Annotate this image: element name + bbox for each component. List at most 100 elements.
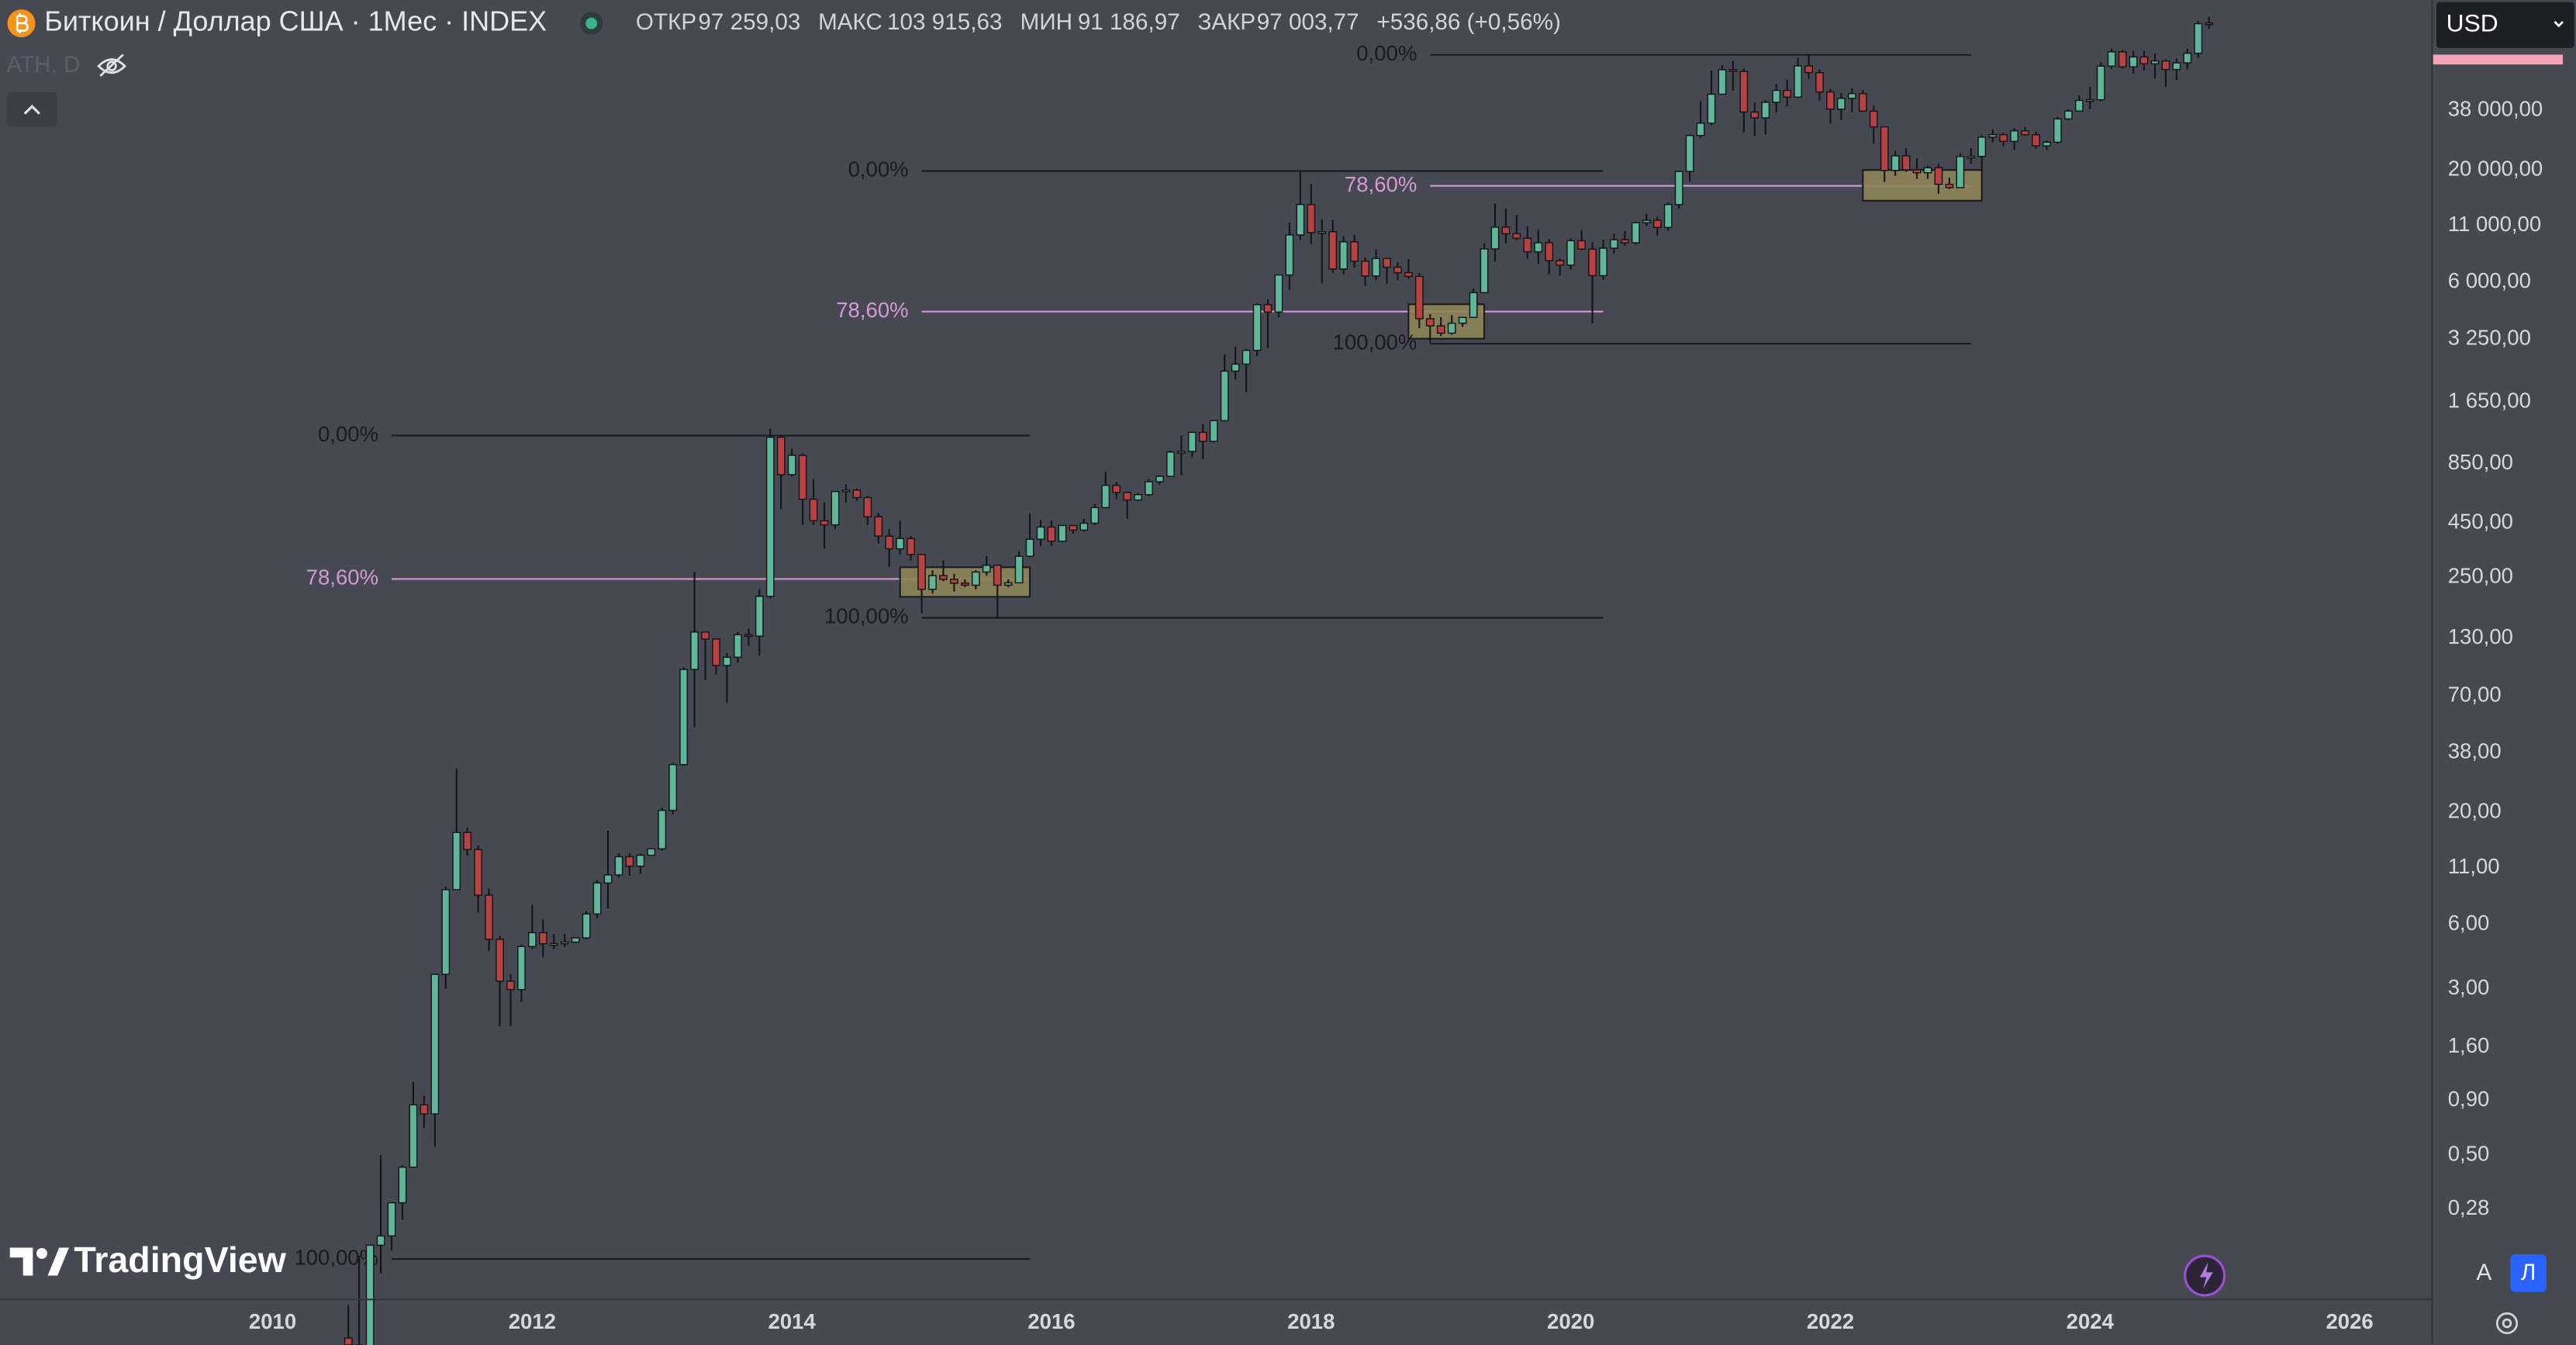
candle-body (765, 436, 775, 597)
ohlc-label: ОТКР (636, 9, 696, 35)
candle-body (1069, 524, 1078, 531)
candle-body (712, 638, 720, 666)
candle-body (571, 937, 580, 943)
candle-body (2107, 51, 2116, 67)
candle-body (1545, 242, 1554, 261)
candle-body (1739, 71, 1749, 113)
auto-scale-button[interactable]: A (2476, 1260, 2491, 1285)
candle-body (874, 516, 883, 537)
y-tick-label: 0,50 (2448, 1142, 2490, 1166)
candle-body (1414, 275, 1424, 320)
fib-level-label: 78,60% (836, 298, 908, 322)
candle-body (2118, 51, 2127, 67)
candle-body (647, 848, 656, 856)
candle-body (2096, 65, 2105, 101)
candle-body (1815, 71, 1824, 93)
hide-indicator-icon[interactable] (97, 54, 126, 77)
log-scale-button[interactable]: Л (2521, 1260, 2536, 1285)
coin-glyph (16, 13, 29, 33)
candle-body (830, 490, 840, 526)
candle-body (679, 669, 689, 766)
collapse-button[interactable] (6, 92, 58, 127)
fib-level-label: 100,00% (824, 604, 909, 628)
candle-body (1036, 526, 1045, 540)
candle-body (2085, 99, 2094, 102)
candle-body (365, 1244, 375, 1345)
candle-body (1166, 451, 1175, 477)
candle-body (2194, 22, 2203, 54)
log-scale-button-bg[interactable] (2510, 1253, 2547, 1292)
candle-body (1220, 370, 1229, 422)
y-tick-label: 0,28 (2448, 1195, 2490, 1219)
x-tick-label: 2012 (509, 1309, 556, 1333)
candle-body (1663, 203, 1673, 229)
ohlc-value: 103 915,63 (887, 9, 1002, 35)
candle-body (420, 1104, 429, 1115)
candle-body (1263, 304, 1272, 313)
candle-body (1307, 203, 1316, 233)
candle-body (1177, 451, 1186, 454)
candle-body (1123, 492, 1132, 501)
candle-body (820, 520, 829, 526)
candle-body (1988, 133, 1998, 138)
candle-body (506, 980, 515, 991)
candle-body (1631, 222, 1640, 244)
candle-body (1047, 526, 1056, 542)
candle-body (387, 1202, 396, 1237)
y-tick-label: 20,00 (2448, 798, 2502, 822)
currency-select[interactable] (2436, 2, 2574, 48)
candle-body (1198, 431, 1207, 442)
candle-body (1880, 126, 1889, 171)
candle-body (1783, 89, 1792, 98)
candle-body (614, 856, 623, 876)
y-tick-label: 3 250,00 (2448, 325, 2531, 349)
candle-body (1014, 555, 1024, 584)
candle-body (430, 973, 440, 1115)
candle-body (776, 436, 786, 475)
candle-body (2129, 56, 2138, 67)
candle-body (798, 455, 807, 500)
candle-body (668, 763, 678, 811)
candle-body (474, 849, 483, 896)
candle-body (1891, 155, 1900, 171)
candle-body (1945, 183, 1954, 188)
settings-icon[interactable] (2495, 1312, 2519, 1335)
candle-body (1772, 89, 1781, 103)
candle-body (1209, 420, 1218, 442)
candle-body (2150, 60, 2160, 64)
symbol-title[interactable]: Биткоин / Доллар США · 1Мес · INDEX (44, 5, 547, 37)
candle-body (1999, 133, 2008, 142)
candle-body (1869, 110, 1878, 128)
candle-body (852, 489, 862, 499)
candle-body (2053, 118, 2062, 143)
candle-body (1912, 169, 1922, 174)
x-tick-label: 2026 (2326, 1309, 2373, 1333)
candle-body (841, 489, 851, 493)
axes: 38 000,00 20 000,00 11 000,00 6 000,00 3 250… (249, 97, 2543, 1334)
candle-body (2183, 52, 2192, 64)
candle-body (1956, 155, 1965, 188)
plot-area: 0,00% 78,60% 100,00% 0,00% 78,60% 100,00% 0,00… (294, 16, 2214, 1345)
fib-level-label: 0,00% (848, 157, 909, 182)
x-tick-label: 2020 (1547, 1309, 1594, 1333)
candle-body (1372, 258, 1380, 277)
indicator-label[interactable]: ATH, D (6, 52, 80, 78)
brand-name: TradingView (74, 1240, 286, 1280)
candle-body (1025, 538, 1034, 557)
last-price-tag (2433, 54, 2564, 65)
fib-level-label: 0,00% (1356, 41, 1417, 65)
candle-body (1393, 266, 1402, 274)
price-change: +536,86 (+0,56%) (1376, 9, 1560, 35)
y-tick-label: 11 000,00 (2448, 212, 2541, 236)
candle-body (1858, 92, 1867, 112)
candle-body (1101, 485, 1110, 509)
candle-body (885, 535, 894, 550)
candle-body (1079, 522, 1089, 531)
candle-body (1404, 271, 1413, 278)
candle-body (690, 631, 699, 670)
ohlc-value: 97 003,77 (1257, 9, 1359, 35)
candle-body (1458, 316, 1467, 324)
candle-body (592, 882, 602, 915)
